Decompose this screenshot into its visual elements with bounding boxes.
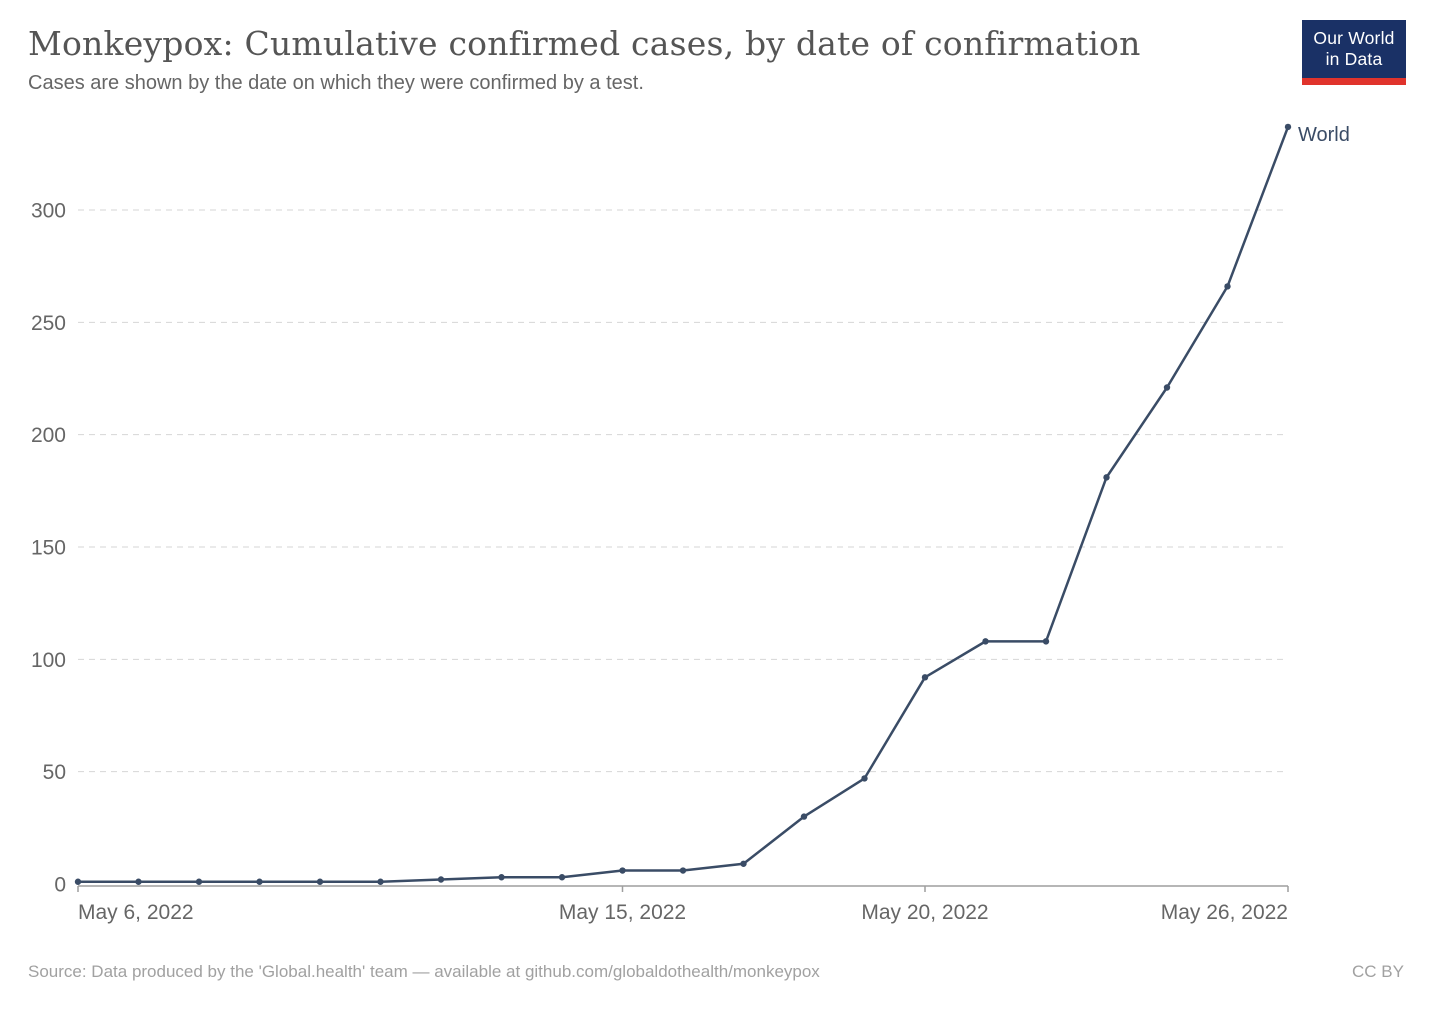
data-point[interactable] bbox=[316, 878, 324, 885]
data-point[interactable] bbox=[558, 874, 566, 881]
data-point[interactable] bbox=[74, 878, 82, 885]
data-point[interactable] bbox=[1042, 638, 1050, 645]
license-badge[interactable]: CC BY bbox=[1352, 962, 1404, 981]
owid-logo-line2: in Data bbox=[1325, 49, 1383, 69]
source-note[interactable]: Source: Data produced by the 'Global.hea… bbox=[28, 962, 820, 981]
data-point[interactable] bbox=[861, 775, 868, 782]
x-axis-tick-label: May 15, 2022 bbox=[559, 901, 686, 924]
data-point[interactable] bbox=[195, 878, 203, 885]
data-point[interactable] bbox=[619, 867, 626, 874]
page-subtitle: Cases are shown by the date on which the… bbox=[28, 72, 644, 94]
data-point[interactable] bbox=[1163, 384, 1171, 391]
data-point[interactable] bbox=[1284, 123, 1292, 131]
y-axis-tick-label: 100 bbox=[31, 649, 66, 672]
data-point[interactable] bbox=[377, 878, 384, 885]
data-point[interactable] bbox=[1224, 283, 1231, 290]
owid-logo[interactable]: Our World in Data bbox=[1302, 20, 1406, 85]
data-point[interactable] bbox=[256, 878, 263, 885]
y-axis-tick-label: 250 bbox=[31, 312, 66, 335]
page-title: Monkeypox: Cumulative confirmed cases, b… bbox=[28, 24, 1141, 63]
data-point[interactable] bbox=[921, 674, 929, 681]
data-point[interactable] bbox=[498, 874, 505, 881]
data-point[interactable] bbox=[800, 813, 808, 820]
y-axis-tick-label: 0 bbox=[54, 874, 66, 897]
y-axis-tick-label: 200 bbox=[31, 424, 66, 447]
y-axis-tick-label: 300 bbox=[31, 200, 66, 223]
data-point[interactable] bbox=[982, 638, 989, 645]
data-point[interactable] bbox=[1103, 474, 1110, 481]
data-point[interactable] bbox=[437, 876, 445, 883]
x-axis-tick-label: May 20, 2022 bbox=[861, 901, 988, 924]
data-point[interactable] bbox=[679, 867, 687, 874]
series-end-label-world[interactable]: World bbox=[1298, 124, 1350, 146]
owid-logo-line1: Our World bbox=[1313, 28, 1395, 48]
y-axis-tick-label: 50 bbox=[43, 761, 66, 784]
y-axis-tick-label: 150 bbox=[31, 537, 66, 560]
x-axis-tick-label: May 6, 2022 bbox=[78, 901, 194, 924]
x-axis-tick-label: May 26, 2022 bbox=[1161, 901, 1288, 924]
data-point[interactable] bbox=[740, 860, 747, 867]
data-point[interactable] bbox=[135, 878, 142, 885]
series-line-world[interactable] bbox=[76, 125, 1290, 884]
